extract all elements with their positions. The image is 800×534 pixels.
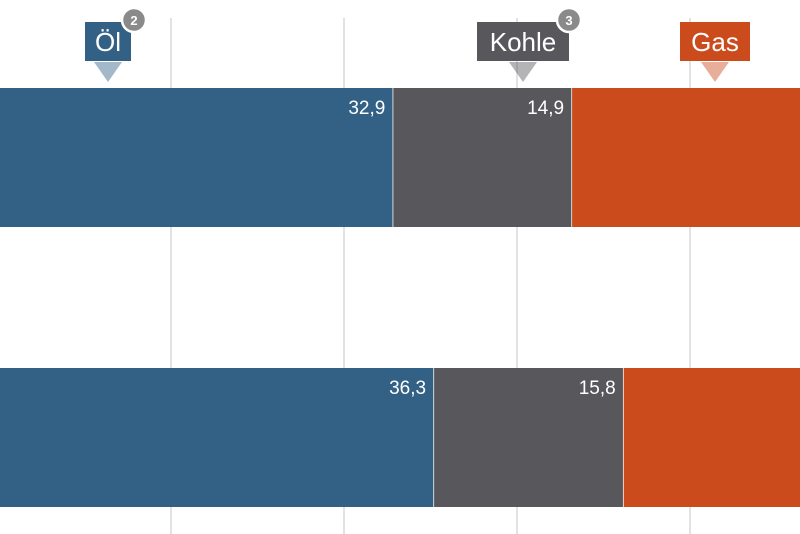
legend-pointer xyxy=(94,62,122,82)
legend-box xyxy=(477,22,569,61)
legend-tag-3: Gas xyxy=(680,22,750,82)
legend-pointer xyxy=(701,62,729,82)
legend-pointer xyxy=(509,62,537,82)
footnote-badge-number: 2 xyxy=(130,13,137,28)
bar-2-value-label-2: 15,8 xyxy=(579,378,616,399)
bar-2-segment-2 xyxy=(434,368,624,507)
bar-1-segment-2 xyxy=(393,88,573,227)
bar-1-value-label-1: 32,9 xyxy=(348,98,385,119)
footnote-badge xyxy=(120,6,148,34)
legend-box xyxy=(680,22,750,61)
bar-2-segment-1 xyxy=(0,368,435,507)
legend-label: Kohle xyxy=(490,27,557,57)
bar-1-value-label-2: 14,9 xyxy=(527,98,564,119)
bar-2-value-label-1: 36,3 xyxy=(389,378,426,399)
bar-1-segment-1 xyxy=(0,88,394,227)
legend-box xyxy=(85,22,131,61)
legend-tag-1: Öl 2 xyxy=(85,6,148,82)
footnote-badge xyxy=(555,6,583,34)
bar-2-segment-3 xyxy=(623,368,800,507)
footnote-badge-number: 3 xyxy=(565,13,572,28)
legend-tag-2: Kohle 3 xyxy=(477,6,583,82)
legend: Öl 2 Kohle 3 Gas xyxy=(85,6,750,82)
legend-label: Öl xyxy=(95,27,121,57)
legend-label: Gas xyxy=(691,27,739,57)
bar-1-segment-3 xyxy=(572,88,800,227)
bars: 32,9 14,9 36,3 15,8 xyxy=(0,88,800,507)
